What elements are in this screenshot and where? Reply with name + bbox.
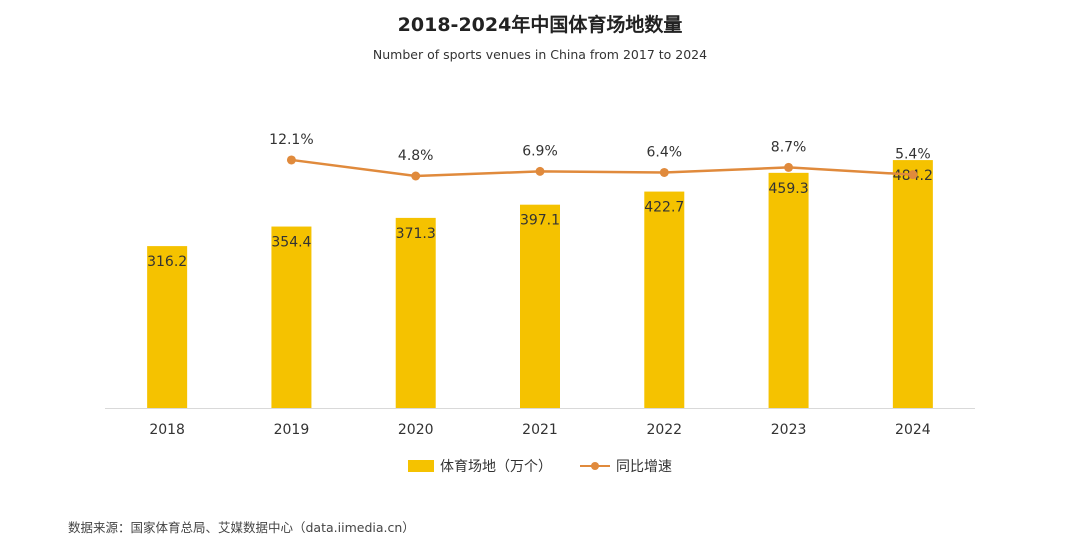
growth-value-label: 6.9%: [522, 143, 558, 159]
growth-value-label: 4.8%: [398, 148, 434, 164]
bar-2020: [395, 217, 436, 408]
growth-line: [291, 158, 913, 178]
x-tick-label: 2022: [646, 422, 682, 438]
source-note: 数据来源：国家体育总局、艾媒数据中心（data.iimedia.cn）: [68, 520, 415, 535]
legend-bar-label: 体育场地（万个）: [440, 459, 552, 475]
chart-title: 2018-2024年中国体育场地数量: [397, 14, 683, 36]
bar-value-label: 397.1: [520, 213, 560, 229]
growth-value-label: 5.4%: [895, 147, 931, 163]
bar-value-label: 354.4: [271, 235, 311, 251]
bar-2022: [644, 191, 685, 408]
legend-item-line: 同比增速: [580, 456, 672, 476]
chart-subtitle: Number of sports venues in China from 20…: [372, 47, 708, 62]
growth-value-label: 6.4%: [646, 144, 682, 160]
bar-value-label: 371.3: [396, 226, 436, 242]
bar-value-label: 316.2: [147, 254, 187, 270]
x-tick-label: 2024: [895, 422, 931, 438]
bar-value-label: 459.3: [769, 181, 809, 197]
bar-2023: [768, 172, 809, 408]
x-tick-label: 2020: [398, 422, 434, 438]
legend-line-swatch: [580, 460, 610, 472]
x-tick-label: 2021: [522, 422, 558, 438]
bar-2018: [147, 246, 188, 408]
growth-point-2021: [535, 166, 545, 176]
x-tick-label: 2018: [149, 422, 185, 438]
bar-2021: [520, 204, 560, 408]
growth-value-label: 12.1%: [269, 132, 313, 148]
bar-value-label: 422.7: [644, 200, 684, 216]
growth-point-2023: [784, 162, 794, 172]
growth-value-label: 8.7%: [771, 139, 807, 155]
growth-point-2020: [411, 171, 421, 181]
growth-point-2022: [659, 167, 669, 177]
x-tick-label: 2023: [771, 422, 807, 438]
legend: 体育场地（万个） 同比增速: [0, 456, 1080, 476]
growth-point-2024: [908, 170, 918, 180]
bar-2024: [892, 160, 933, 408]
legend-line-label: 同比增速: [616, 459, 672, 475]
growth-point-2019: [286, 155, 296, 165]
bar-2019: [271, 226, 312, 408]
legend-item-bar: 体育场地（万个）: [408, 456, 552, 476]
legend-bar-swatch: [408, 460, 434, 472]
x-tick-label: 2019: [274, 422, 310, 438]
